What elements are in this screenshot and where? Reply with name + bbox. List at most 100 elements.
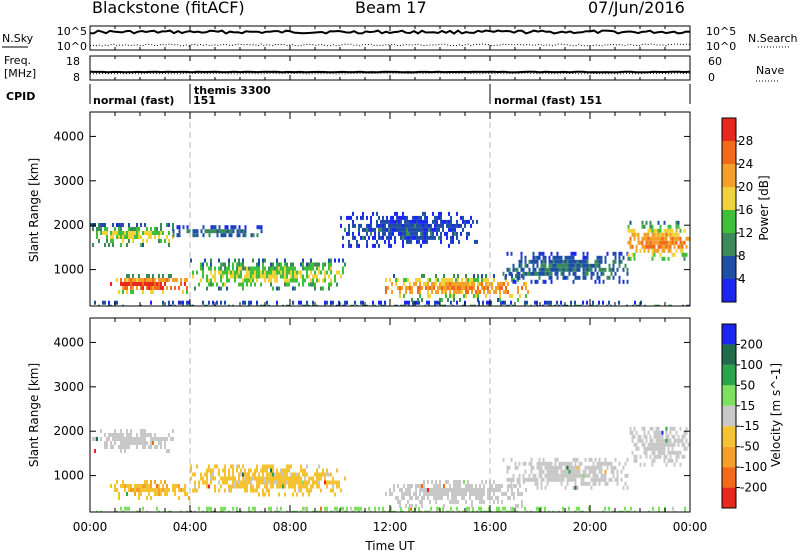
echo-cell — [416, 235, 418, 240]
echo-cell — [270, 262, 272, 267]
echo-cell — [399, 286, 401, 290]
echo-cell — [288, 266, 290, 271]
echo-cell — [447, 286, 449, 290]
echo-cell — [386, 219, 388, 224]
echo-cell — [635, 442, 638, 447]
echo-cell — [286, 476, 288, 481]
time-tick-label: 08:00 — [273, 520, 308, 534]
echo-cell — [496, 510, 498, 512]
echo-cell — [433, 488, 435, 492]
echo-cell — [154, 488, 156, 492]
echo-cell — [546, 271, 549, 276]
echo-cell — [302, 304, 304, 306]
echo-cell — [427, 492, 429, 496]
echo-cell — [390, 223, 392, 228]
echo-cell — [440, 304, 442, 306]
echo-cell — [578, 304, 580, 306]
echo-cell — [393, 274, 395, 278]
echo-cell — [352, 304, 354, 306]
echo-cell — [641, 240, 644, 245]
echo-cell — [242, 282, 244, 287]
echo-cell — [473, 274, 475, 278]
echo-cell — [385, 278, 387, 282]
echo-cell — [138, 227, 140, 231]
echo-cell — [510, 300, 512, 305]
echo-cell — [536, 465, 539, 470]
echo-cell — [224, 270, 226, 275]
echo-cell — [658, 510, 660, 512]
echo-cell — [681, 244, 684, 249]
echo-cell — [663, 450, 666, 455]
echo-cell — [490, 510, 492, 512]
echo-cell — [370, 227, 372, 232]
echo-cell — [429, 286, 431, 290]
echo-cell — [232, 262, 234, 267]
echo-cell — [220, 476, 222, 481]
echo-cell — [554, 461, 557, 466]
echo-cell — [554, 473, 557, 478]
echo-cell — [651, 228, 654, 233]
echo-cell — [618, 259, 621, 264]
echo-cell — [443, 274, 445, 278]
echo-cell — [460, 223, 462, 228]
echo-cell — [168, 223, 170, 227]
echo-cell — [511, 278, 513, 282]
echo-cell — [467, 286, 469, 290]
echo-cell — [600, 267, 603, 272]
echo-cell — [228, 270, 230, 275]
echo-cell — [330, 270, 332, 275]
echo-cell — [451, 278, 453, 282]
echo-cell — [574, 477, 577, 482]
echo-cell — [138, 484, 140, 488]
echo-cell — [428, 227, 430, 232]
echo-cell — [166, 437, 168, 441]
echo-cell — [635, 458, 638, 463]
echo-cell — [128, 282, 130, 286]
echo-cell — [447, 298, 449, 302]
echo-cell — [467, 282, 469, 286]
echo-cell — [669, 248, 672, 253]
echo-cell — [598, 481, 601, 486]
echo-cell — [510, 510, 512, 512]
echo-cell — [238, 472, 240, 477]
echo-cell — [487, 290, 489, 294]
echo-cell — [136, 227, 138, 231]
echo-cell — [236, 266, 238, 271]
echo-cell — [358, 243, 360, 248]
echo-cell — [204, 304, 206, 306]
echo-cell — [366, 243, 368, 248]
colorbar-tick-label: 12 — [738, 226, 753, 240]
echo-cell — [665, 244, 668, 249]
echo-cell — [526, 263, 529, 268]
echo-cell — [437, 286, 439, 290]
echo-cell — [298, 480, 300, 485]
echo-cell — [536, 300, 538, 305]
echo-cell — [554, 469, 557, 474]
echo-cell — [276, 278, 278, 283]
echo-cell — [232, 468, 234, 473]
echo-cell — [604, 255, 607, 260]
echo-cell — [316, 266, 318, 271]
echo-cell — [244, 278, 246, 283]
echo-cell — [258, 480, 260, 485]
echo-cell — [465, 492, 467, 496]
echo-cell — [425, 488, 427, 492]
echo-cell — [417, 286, 419, 290]
echo-cell — [685, 446, 688, 451]
echo-cell — [180, 488, 182, 492]
echo-cell — [538, 506, 540, 511]
echo-cell — [146, 488, 148, 492]
echo-cell — [266, 464, 268, 469]
echo-cell — [166, 286, 168, 290]
echo-cell — [352, 223, 354, 228]
echo-cell — [610, 461, 613, 466]
echo-cell — [629, 240, 632, 245]
echo-cell — [228, 258, 230, 263]
echo-cell — [168, 243, 170, 247]
echo-cell — [431, 286, 433, 290]
echo-cell — [501, 492, 503, 496]
nsky-series — [89, 29, 691, 35]
echo-cell — [493, 492, 495, 496]
echo-cell — [450, 235, 452, 240]
